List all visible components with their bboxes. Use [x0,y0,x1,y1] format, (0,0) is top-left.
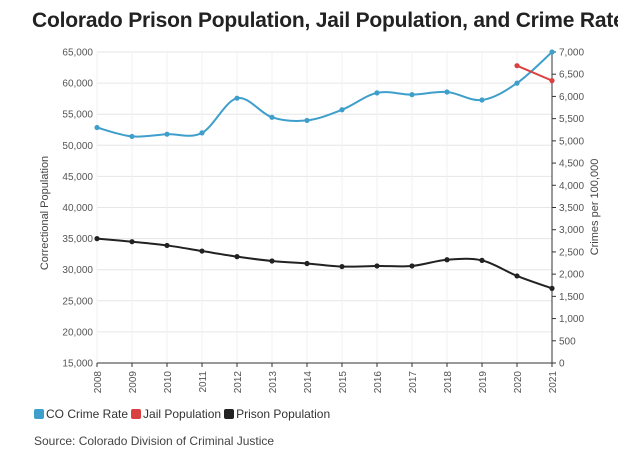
left-axis-tick-label: 55,000 [62,110,93,121]
right-axis-tick-label: 4,000 [559,181,584,192]
chart-title: Colorado Prison Population, Jail Populat… [32,9,618,32]
data-point-co-crime-rate[interactable] [374,90,380,96]
data-point-prison-population[interactable] [514,273,520,279]
right-axis-tick-label: 500 [559,336,576,347]
left-axis-tick-label: 35,000 [62,234,93,245]
right-axis-tick-label: 6,000 [559,92,584,103]
x-axis-tick-label: 2015 [338,371,349,394]
source-note: Source: Colorado Division of Criminal Ju… [34,434,275,448]
x-axis-tick-label: 2014 [303,371,314,394]
data-point-prison-population[interactable] [129,239,135,245]
left-axis-tick-label: 50,000 [62,141,93,152]
legend-label-prison-population: Prison Population [236,407,331,421]
data-point-co-crime-rate[interactable] [234,95,240,101]
right-axis-tick-label: 6,500 [559,70,584,81]
x-axis-tick-label: 2011 [198,371,209,393]
data-point-prison-population[interactable] [339,263,345,270]
series-line-co-crime-rate [96,51,553,138]
right-axis-tick-label: 0 [559,359,565,370]
data-point-co-crime-rate[interactable] [304,117,310,124]
right-axis-tick-label: 5,000 [559,136,584,147]
data-point-jail-population[interactable] [549,78,555,84]
right-axis-tick-label: 3,000 [559,225,584,236]
left-axis-tick-label: 30,000 [62,265,93,276]
x-axis-tick-label: 2019 [478,371,489,394]
data-point-prison-population[interactable] [409,263,415,269]
left-axis-tick-label: 65,000 [62,48,93,59]
data-point-co-crime-rate[interactable] [199,130,205,136]
legend-label-crime-rate: CO Crime Rate [46,407,129,421]
x-axis-tick-label: 2018 [443,371,454,394]
data-point-prison-population[interactable] [304,260,310,267]
x-axis-ticks: 2008 2009 2010 2011 2012 2013 2014 2015 2016 2017… [93,363,559,393]
series-line-jail-population [516,64,553,82]
right-axis-tick-label: 1,500 [559,292,584,303]
right-axis-title: Crimes per 100,000 [589,159,601,256]
legend-item-prison-population[interactable]: Prison Population [224,407,330,421]
legend-swatch-jail-population [131,409,142,419]
data-point-co-crime-rate[interactable] [129,133,135,140]
data-point-co-crime-rate[interactable] [549,49,555,55]
data-point-prison-population[interactable] [94,236,100,242]
legend-item-jail-population[interactable]: Jail Population [131,407,221,421]
data-point-co-crime-rate[interactable] [514,80,520,86]
right-axis-tick-label: 5,500 [559,114,584,125]
left-axis-tick-label: 40,000 [62,203,93,214]
x-axis-tick-label: 2013 [268,371,279,394]
data-point-prison-population[interactable] [374,263,380,269]
data-point-prison-population[interactable] [444,257,450,263]
data-point-prison-population[interactable] [269,258,275,264]
series-line-prison-population [96,237,553,290]
x-axis-tick-label: 2020 [513,371,524,394]
data-point-prison-population[interactable] [479,257,485,263]
data-point-co-crime-rate[interactable] [479,97,485,103]
right-axis-ticks: 0 500 1,000 1,500 2,000 2,500 3,000 3,500 4,000 4… [552,48,584,370]
x-axis-tick-label: 2009 [128,371,139,394]
data-point-prison-population[interactable] [199,248,205,254]
legend-item-crime-rate[interactable]: CO Crime Rate [34,407,128,421]
left-axis-tick-label: 20,000 [62,327,93,338]
x-axis-tick-label: 2016 [373,371,384,394]
series-group [94,49,555,291]
right-axis-tick-label: 1,000 [559,314,584,325]
series-prison-population [94,236,555,291]
x-axis-tick-label: 2017 [408,371,419,394]
x-axis-tick-label: 2008 [93,371,104,394]
right-axis-tick-label: 2,500 [559,247,584,258]
data-point-co-crime-rate[interactable] [409,92,415,98]
data-point-co-crime-rate[interactable] [444,89,450,95]
right-axis-tick-label: 4,500 [559,159,584,170]
legend-label-jail-population: Jail Population [143,407,222,421]
series-jail-population [514,63,555,84]
left-axis-tick-label: 45,000 [62,172,93,183]
data-point-co-crime-rate[interactable] [94,124,100,131]
left-axis-tick-label: 60,000 [62,79,93,90]
left-axis-title: Correctional Population [39,156,51,270]
legend-swatch-prison-population [224,409,235,419]
data-point-co-crime-rate[interactable] [339,107,345,113]
chart-legend: CO Crime Rate Jail Population Prison Pop… [34,407,333,421]
right-axis-tick-label: 3,500 [559,203,584,214]
grid-lines [96,51,553,364]
right-axis-tick-label: 2,000 [559,270,584,281]
legend-swatch-crime-rate [34,409,44,419]
left-axis-ticks: 15,000 20,000 25,000 30,000 35,000 40,000 45,0… [62,48,93,370]
data-point-prison-population[interactable] [164,242,170,249]
right-axis-tick-label: 7,000 [559,48,584,59]
data-point-jail-population[interactable] [514,63,520,69]
x-axis-tick-label: 2010 [163,371,174,394]
data-point-co-crime-rate[interactable] [269,114,275,120]
data-point-prison-population[interactable] [549,285,555,291]
left-axis-tick-label: 25,000 [62,296,93,307]
x-axis-tick-label: 2021 [548,371,559,394]
series-co-crime-rate [94,49,555,140]
left-axis-tick-label: 15,000 [62,359,93,370]
data-point-prison-population[interactable] [234,254,240,260]
x-axis-tick-label: 2012 [233,371,244,394]
data-point-co-crime-rate[interactable] [164,131,170,137]
line-chart: 15,000 20,000 25,000 30,000 35,000 40,000 45,0… [39,48,601,394]
